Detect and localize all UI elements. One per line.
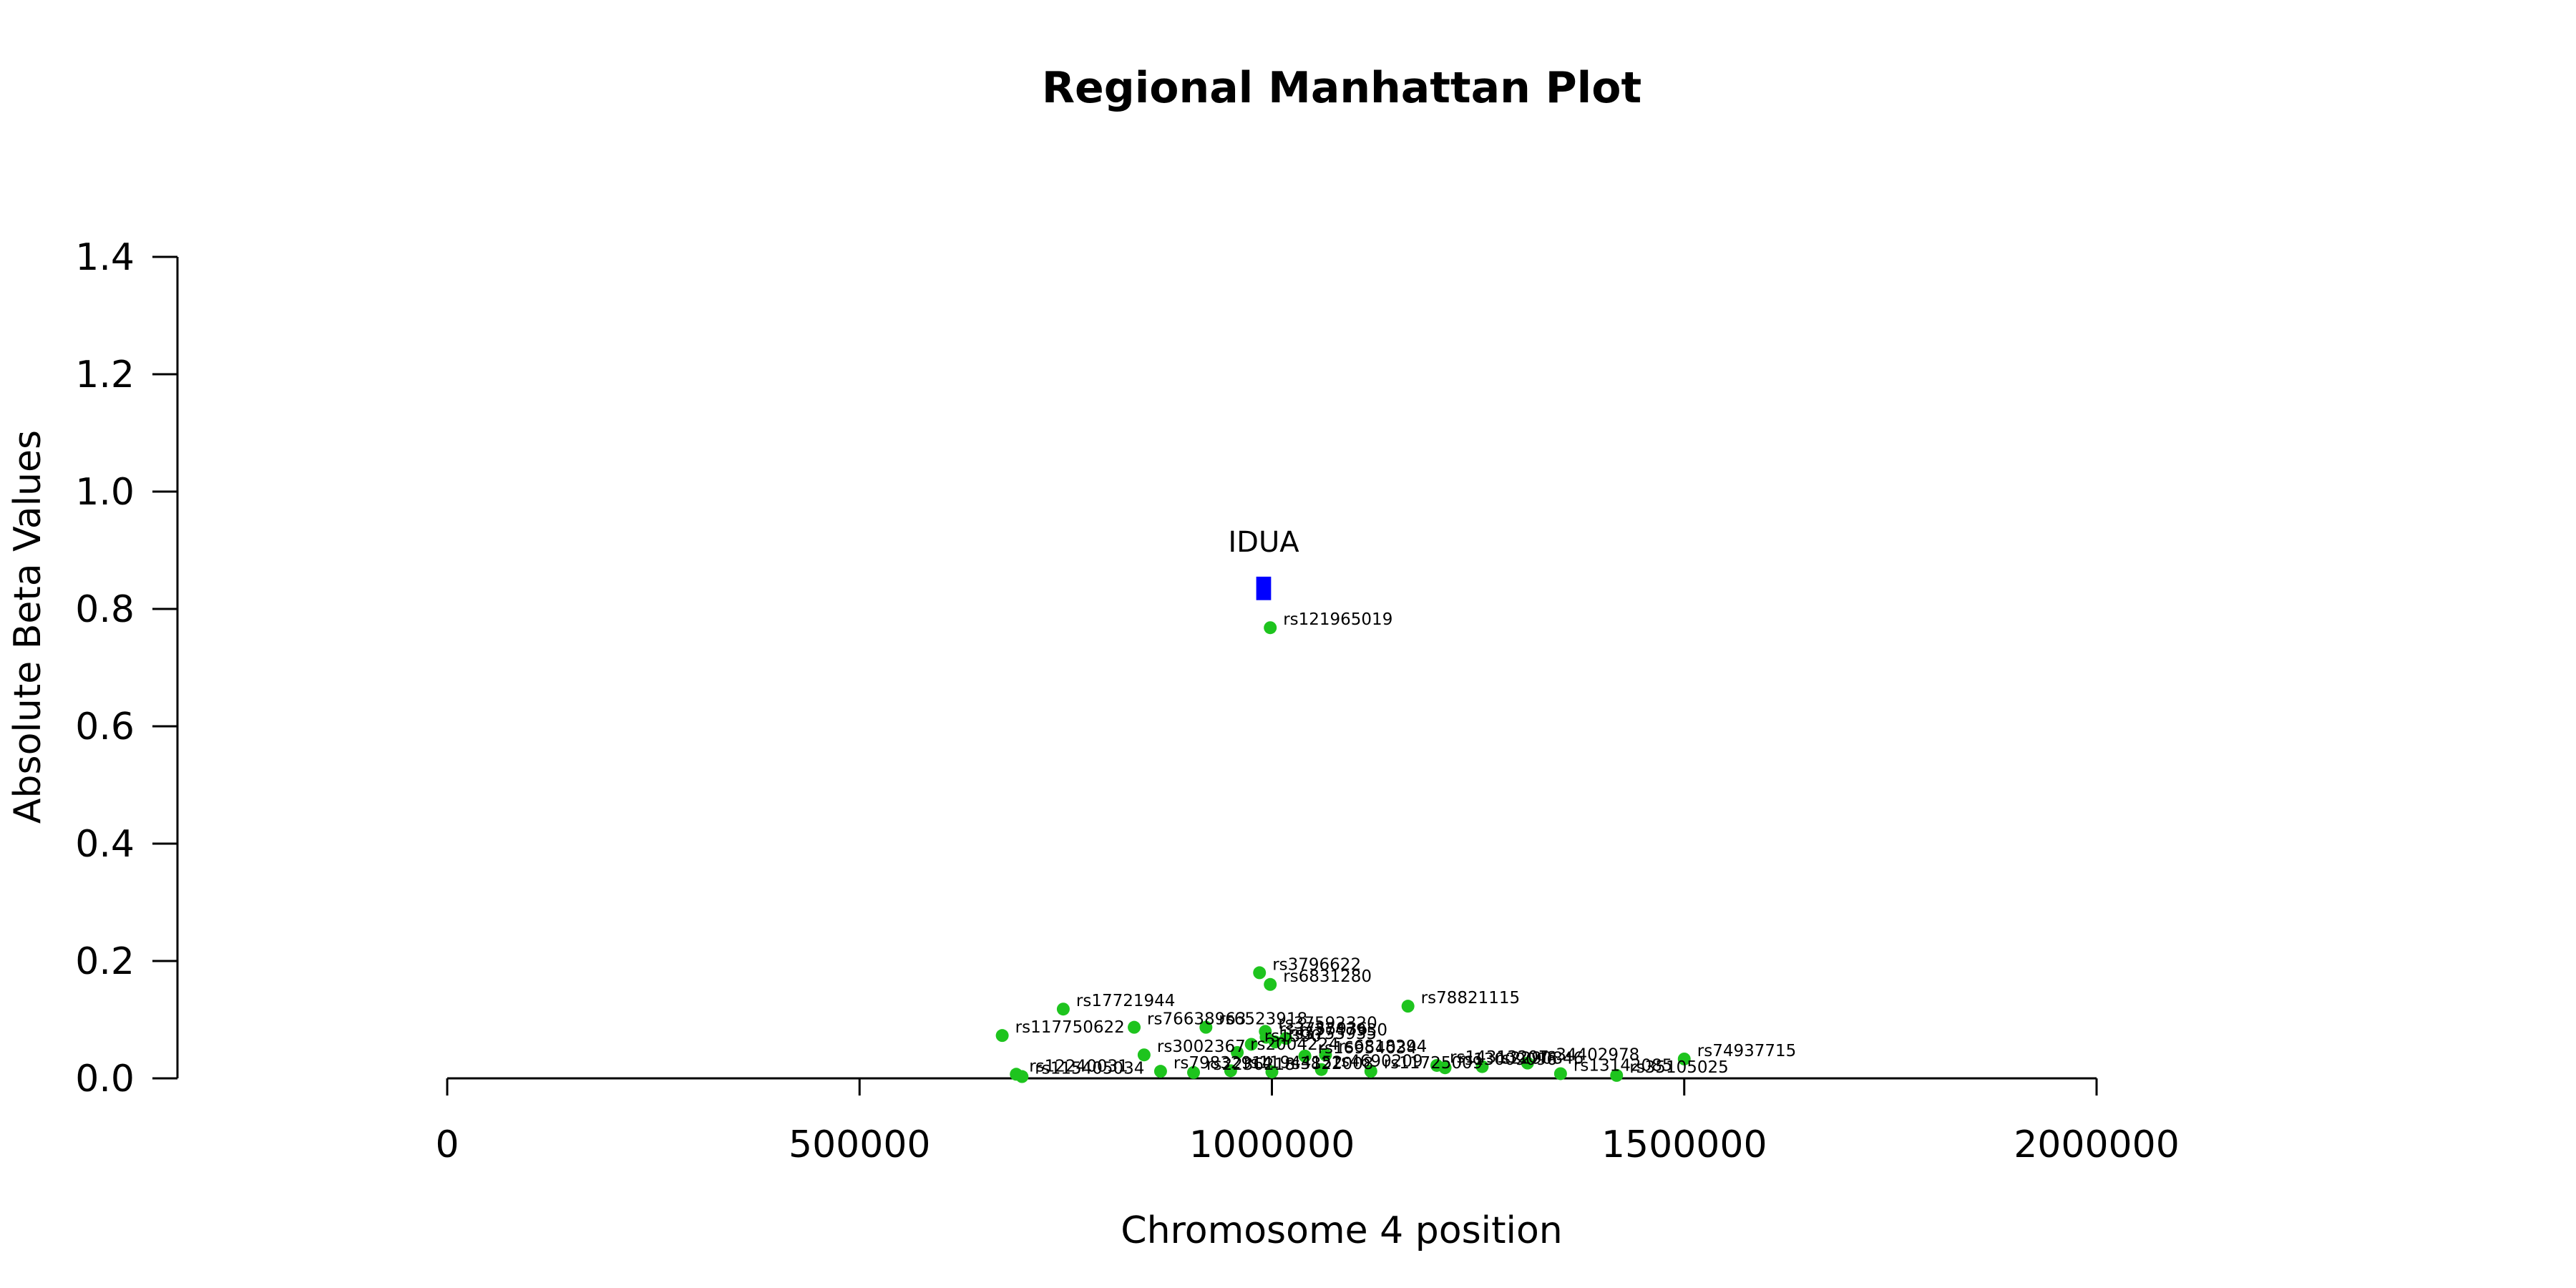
data-point: [1298, 1049, 1312, 1063]
data-point: [1056, 1002, 1070, 1016]
data-point: [1128, 1020, 1141, 1034]
y-axis: 0.0 0.2 0.4 0.6 0.8 1.0 1.2 1.4: [75, 236, 179, 1101]
data-point: [1401, 1000, 1415, 1013]
point-label: rs37592320: [1278, 1014, 1377, 1033]
point-label: rs3002367: [1157, 1038, 1246, 1056]
data-point: [1677, 1052, 1691, 1065]
point-label: rs11725009: [1384, 1054, 1483, 1073]
data-point: [1264, 977, 1277, 991]
gene-label: IDUA: [1228, 526, 1299, 559]
point-label: rs6831280: [1283, 967, 1372, 986]
point-label: rs121965019: [1283, 610, 1392, 629]
x-tick-label: 1500000: [1601, 1123, 1767, 1166]
point-label: rs78821115: [1421, 989, 1521, 1008]
x-tick-label: 2000000: [2014, 1123, 2180, 1166]
point-label: rs3822008: [1285, 1055, 1374, 1073]
data-point: [1438, 1061, 1452, 1075]
y-tick-label: 0.2: [75, 940, 135, 983]
data-point: [1521, 1056, 1534, 1070]
y-tick-label: 1.4: [75, 236, 135, 279]
point-label: rs12240031: [1029, 1057, 1128, 1075]
data-point: [1253, 966, 1267, 980]
point-label: rs11944152: [1244, 1053, 1343, 1072]
point-label: rs16954034: [1318, 1039, 1418, 1058]
x-axis-label: Chromosome 4 position: [1121, 1209, 1562, 1252]
data-point: [1264, 621, 1277, 635]
points-layer: [995, 621, 1691, 1083]
gene-layer: IDUA: [1228, 526, 1299, 600]
point-label: rs2004224: [1250, 1035, 1339, 1054]
point-label: rs3755935: [1288, 1025, 1377, 1043]
data-point: [1364, 1065, 1377, 1078]
data-point: [1314, 1063, 1328, 1076]
data-point: [1224, 1064, 1237, 1078]
point-label: rs34402978: [1541, 1046, 1640, 1065]
y-tick-label: 0.8: [75, 588, 135, 631]
point-label: rs74937715: [1697, 1042, 1797, 1060]
point-label: rs115405034: [1035, 1060, 1144, 1078]
y-tick-label: 0.6: [75, 706, 135, 748]
point-label: rs17721944: [1076, 992, 1176, 1010]
point-label: rs79832914: [1174, 1054, 1273, 1073]
data-point: [995, 1029, 1009, 1043]
point-label: rs3796622: [1272, 955, 1361, 974]
data-point: [1279, 1032, 1293, 1045]
data-point: [1610, 1068, 1624, 1082]
data-point: [1269, 1035, 1282, 1049]
data-point: [1187, 1065, 1201, 1079]
chart-title: Regional Manhattan Plot: [1042, 63, 1641, 113]
point-label: rs6818294: [1338, 1038, 1427, 1056]
data-point: [1244, 1038, 1258, 1051]
x-tick-label: 0: [435, 1123, 459, 1166]
y-axis-label: Absolute Beta Values: [6, 430, 49, 824]
point-label: rs13009096: [1458, 1050, 1558, 1069]
point-label: rs4690209: [1335, 1053, 1423, 1071]
point-label: rs2236218: [1206, 1055, 1295, 1074]
gene-marker: [1256, 576, 1272, 600]
point-label: rs35105025: [1629, 1058, 1729, 1077]
y-tick-label: 1.0: [75, 471, 135, 514]
data-point: [1199, 1020, 1213, 1034]
y-tick-label: 0.4: [75, 823, 135, 866]
x-axis: 0 500000 1000000 1500000 2000000: [435, 1077, 2180, 1166]
data-point: [1553, 1067, 1567, 1080]
data-point: [1137, 1048, 1151, 1062]
point-label: rs1390: [1264, 1027, 1322, 1045]
point-label: rs76638963: [1147, 1010, 1246, 1029]
point-label: rs3747930: [1299, 1021, 1387, 1040]
data-point: [1319, 1048, 1332, 1062]
point-label: rs2290846: [1495, 1050, 1584, 1068]
point-label: rs117750622: [1015, 1018, 1125, 1037]
y-tick-label: 1.2: [75, 353, 135, 396]
data-point: [1153, 1065, 1167, 1078]
data-point: [1231, 1045, 1244, 1059]
point-label: rs14313207: [1450, 1048, 1549, 1067]
x-tick-label: 1000000: [1189, 1123, 1355, 1166]
data-point: [1015, 1070, 1029, 1083]
data-point: [1475, 1060, 1489, 1073]
point-label: rs13142085: [1574, 1056, 1673, 1075]
point-label: rs3755936: [1279, 1020, 1367, 1039]
point-label: rs6523918: [1219, 1010, 1307, 1029]
data-point: [1265, 1065, 1279, 1078]
y-tick-label: 0.0: [75, 1058, 135, 1101]
x-tick-label: 500000: [789, 1123, 931, 1166]
